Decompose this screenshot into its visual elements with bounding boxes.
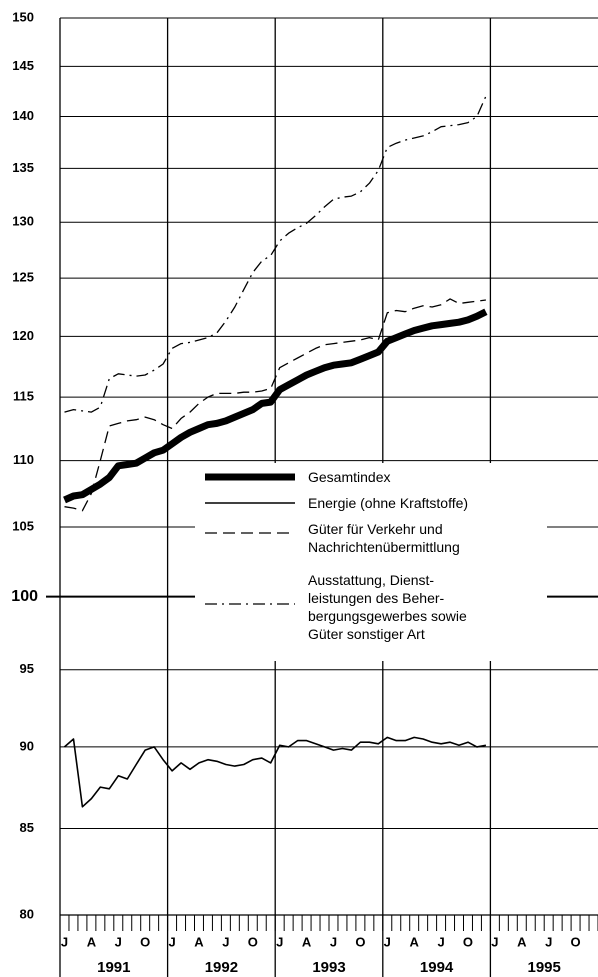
- x-tick-label: O: [355, 934, 365, 949]
- x-tick-label: A: [194, 934, 204, 949]
- legend-label: Gesamtindex: [308, 469, 391, 485]
- y-tick-label: 90: [20, 738, 34, 753]
- x-tick-label: J: [330, 934, 337, 949]
- legend-label: Güter für Verkehr und Nachrichtenübermit…: [308, 521, 460, 555]
- legend-label: Ausstattung, Dienst- leistungen des Behe…: [308, 572, 467, 642]
- year-label: 1994: [420, 959, 454, 976]
- y-tick-label: 85: [20, 820, 34, 835]
- x-tick-label: A: [87, 934, 97, 949]
- series-line: [63, 736, 487, 808]
- x-tick-label: J: [61, 934, 68, 949]
- y-tick-label: 145: [12, 58, 34, 73]
- y-tick-label: 80: [20, 906, 34, 921]
- x-tick-label: J: [545, 934, 552, 949]
- y-tick-label: 105: [12, 518, 34, 533]
- series-line: [64, 95, 487, 413]
- x-tick-label: J: [384, 934, 391, 949]
- x-tick-label: A: [409, 934, 419, 949]
- series-line: [64, 298, 486, 512]
- legend-swatch: [205, 603, 295, 605]
- legend-swatch: [205, 502, 295, 504]
- year-label: 1992: [205, 959, 238, 976]
- x-tick-label: O: [463, 934, 473, 949]
- y-tick-label: 135: [12, 160, 34, 175]
- year-label: 1995: [528, 959, 561, 976]
- legend-swatch: [205, 473, 295, 481]
- y-tick-label: 130: [12, 214, 34, 229]
- x-tick-label: J: [168, 934, 175, 949]
- series-line: [63, 308, 488, 504]
- year-label: 1991: [97, 959, 130, 976]
- legend: Gesamtindex Energie (ohne Kraftstoffe) Güt…: [195, 463, 547, 661]
- x-tick-label: A: [302, 934, 312, 949]
- y-tick-label: 95: [20, 661, 34, 676]
- x-tick-label: J: [222, 934, 229, 949]
- x-tick-label: O: [571, 934, 581, 949]
- y-tick-label: 100: [11, 588, 38, 605]
- year-label: 1993: [312, 959, 345, 976]
- y-tick-label: 115: [13, 389, 34, 404]
- x-tick-label: O: [248, 934, 258, 949]
- y-tick-label: 120: [12, 328, 34, 343]
- y-tick-label: 140: [12, 108, 34, 123]
- x-tick-label: A: [517, 934, 527, 949]
- x-tick-label: J: [437, 934, 444, 949]
- x-tick-label: J: [276, 934, 283, 949]
- y-tick-label: 110: [13, 452, 34, 467]
- x-tick-label: J: [115, 934, 122, 949]
- y-tick-label: 125: [12, 270, 34, 285]
- x-tick-label: O: [140, 934, 150, 949]
- legend-label: Energie (ohne Kraftstoffe): [308, 495, 469, 511]
- y-tick-label: 150: [12, 9, 34, 24]
- x-tick-label: J: [491, 934, 498, 949]
- legend-swatch: [205, 532, 295, 534]
